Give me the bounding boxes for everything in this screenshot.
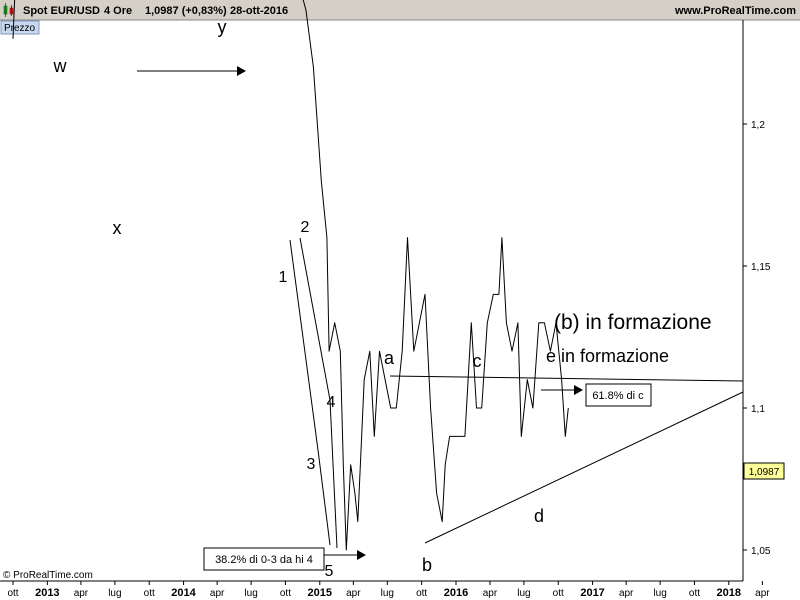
wave-label-w: w bbox=[53, 56, 68, 76]
wave-label-d: d bbox=[534, 506, 544, 526]
x-tick-label: apr bbox=[755, 588, 770, 599]
candle-icon bbox=[3, 3, 14, 17]
x-axis: ott 2013 apr lug ott 2014 apr lug ott 2015 apr lug o… bbox=[7, 581, 770, 599]
fib-c-label: 61.8% di c bbox=[592, 390, 644, 402]
x-tick-label: 2015 bbox=[308, 587, 332, 599]
x-tick-label: lug bbox=[108, 588, 121, 599]
y-tick-label: 1,1 bbox=[751, 404, 765, 415]
fib-c-arrow-head bbox=[574, 385, 583, 395]
x-tick-label: lug bbox=[244, 588, 257, 599]
annotation-b-in-formazione: (b) in formazione bbox=[554, 311, 712, 334]
x-tick-label: ott bbox=[144, 588, 155, 599]
wave-label-x: x bbox=[113, 218, 122, 238]
x-tick-label: lug bbox=[517, 588, 530, 599]
wave-label-5: 5 bbox=[325, 563, 334, 580]
header-bar bbox=[0, 0, 800, 20]
x-tick-label: 2014 bbox=[171, 587, 196, 599]
wave-label-a: a bbox=[384, 348, 395, 368]
copyright-text: © ProRealTime.com bbox=[3, 570, 93, 581]
x-tick-label: 2013 bbox=[35, 587, 59, 599]
last-price-badge bbox=[743, 462, 785, 480]
wave-label-1: 1 bbox=[279, 269, 288, 286]
x-tick-label: lug bbox=[381, 588, 394, 599]
triangle-upper-line bbox=[389, 375, 744, 382]
x-tick-label: 2016 bbox=[444, 587, 468, 599]
panel-label: Prezzo bbox=[4, 23, 36, 34]
wave-label-3: 3 bbox=[307, 456, 316, 473]
fib-03-label: 38.2% di 0-3 da hi 4 bbox=[215, 554, 313, 566]
annotation-e-in-formazione: e in formazione bbox=[546, 346, 669, 366]
triangle-lower-line bbox=[424, 391, 744, 544]
x-tick-label: apr bbox=[210, 588, 225, 599]
x-tick-label: ott bbox=[416, 588, 427, 599]
last-price-value: 1,0987 bbox=[749, 467, 780, 478]
fib-c-box bbox=[585, 383, 652, 407]
x-tick-label: ott bbox=[7, 588, 18, 599]
x-tick-label: apr bbox=[483, 588, 498, 599]
impulse-trend-line-upper bbox=[299, 237, 338, 549]
y-tick-label: 1,05 bbox=[751, 546, 771, 557]
x-tick-label: ott bbox=[280, 588, 291, 599]
panel-label-bg bbox=[0, 20, 40, 35]
price-series-line bbox=[12, 0, 569, 551]
wave-label-y: y bbox=[218, 17, 227, 37]
site-url[interactable]: www.ProRealTime.com bbox=[674, 5, 796, 17]
fib-03-box bbox=[203, 547, 325, 571]
y-axis: 1,051,11,151,21,251,31,351,4 bbox=[743, 120, 771, 557]
top-arrow-head bbox=[237, 66, 246, 76]
x-tick-label: apr bbox=[619, 588, 634, 599]
wave-label-b: b bbox=[422, 555, 432, 575]
wave-label-2: 2 bbox=[301, 219, 310, 236]
x-tick-label: ott bbox=[689, 588, 700, 599]
timeframe: 4 Ore bbox=[104, 5, 132, 17]
y-tick-label: 1,2 bbox=[751, 120, 765, 131]
wave-label-4: 4 bbox=[327, 394, 336, 411]
y-tick-label: 1,15 bbox=[751, 262, 771, 273]
last-change: 1,0987 (+0,83%) bbox=[145, 5, 227, 17]
x-tick-label: apr bbox=[74, 588, 89, 599]
wave-label-c: c bbox=[473, 351, 482, 371]
x-tick-label: ott bbox=[553, 588, 564, 599]
x-tick-label: 2018 bbox=[717, 587, 741, 599]
header-date: 28-ott-2016 bbox=[230, 5, 288, 17]
symbol-name: Spot EUR/USD bbox=[23, 5, 100, 17]
x-tick-label: apr bbox=[346, 588, 361, 599]
fib-03-arrow-head bbox=[357, 550, 366, 560]
impulse-trend-line bbox=[289, 239, 331, 546]
x-tick-label: lug bbox=[653, 588, 666, 599]
x-tick-label: 2017 bbox=[580, 587, 604, 599]
